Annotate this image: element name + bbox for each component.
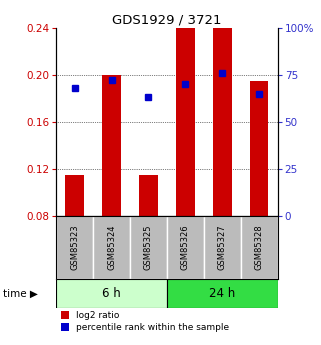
Bar bbox=[56, 279, 167, 308]
Bar bbox=[139, 175, 158, 216]
Bar bbox=[102, 75, 121, 216]
Bar bbox=[130, 216, 167, 279]
Text: 6 h: 6 h bbox=[102, 287, 121, 300]
Bar bbox=[250, 81, 268, 216]
Bar bbox=[213, 28, 231, 216]
Bar bbox=[176, 28, 195, 216]
Text: 24 h: 24 h bbox=[209, 287, 235, 300]
Text: GSM85328: GSM85328 bbox=[255, 225, 264, 270]
Text: GSM85326: GSM85326 bbox=[181, 225, 190, 270]
Legend: log2 ratio, percentile rank within the sample: log2 ratio, percentile rank within the s… bbox=[61, 311, 229, 332]
Text: GSM85327: GSM85327 bbox=[218, 225, 227, 270]
Text: GSM85323: GSM85323 bbox=[70, 225, 79, 270]
Bar bbox=[56, 216, 93, 279]
Bar bbox=[241, 216, 278, 279]
Bar bbox=[167, 279, 278, 308]
Text: GSM85324: GSM85324 bbox=[107, 225, 116, 270]
Title: GDS1929 / 3721: GDS1929 / 3721 bbox=[112, 13, 222, 27]
Bar bbox=[204, 216, 241, 279]
Bar bbox=[93, 216, 130, 279]
Bar bbox=[167, 216, 204, 279]
Text: time ▶: time ▶ bbox=[3, 288, 38, 298]
Bar bbox=[65, 175, 84, 216]
Text: GSM85325: GSM85325 bbox=[144, 225, 153, 270]
